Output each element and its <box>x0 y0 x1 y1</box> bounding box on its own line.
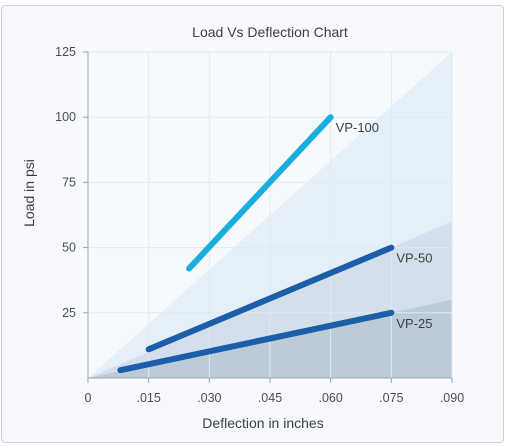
x-tick-label: .015 <box>136 391 160 405</box>
x-tick-label: .045 <box>258 391 282 405</box>
series-line-vp-100 <box>186 114 334 272</box>
series-lines <box>117 114 395 374</box>
x-tick-label: 0 <box>85 391 92 405</box>
series-label-vp-50: VP-50 <box>396 251 432 266</box>
y-axis-label: Load in psi <box>21 159 37 227</box>
y-tick-label: 100 <box>55 110 76 124</box>
series-labels: VP-100 VP-50 VP-25 <box>336 120 433 331</box>
y-tick-label: 50 <box>62 241 76 255</box>
x-tick-label: .030 <box>197 391 221 405</box>
series-line-vp-25 <box>117 309 395 374</box>
y-tick-label: 75 <box>62 175 76 189</box>
series-label-vp-100: VP-100 <box>336 120 379 135</box>
series-line-vp-50 <box>145 244 395 353</box>
series-label-vp-25: VP-25 <box>396 316 432 331</box>
x-tick-label: .060 <box>318 391 342 405</box>
axes: 0 .015 .030 .045 .060 .075 .090 25 50 75 100 125 <box>55 45 464 405</box>
x-tick-label: .075 <box>379 391 403 405</box>
y-tick-label: 125 <box>55 45 76 59</box>
chart-title: Load Vs Deflection Chart <box>192 24 348 40</box>
x-axis-label: Deflection in inches <box>202 415 323 431</box>
y-tick-label: 25 <box>62 306 76 320</box>
x-tick-label: .090 <box>440 391 464 405</box>
